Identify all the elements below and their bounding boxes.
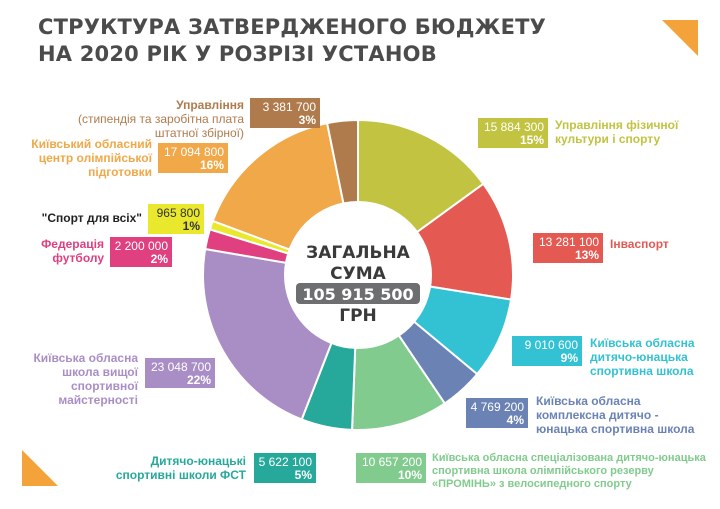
value-box xyxy=(466,398,528,428)
slice-value-label: 2 200 000 xyxy=(115,239,169,253)
slice-percent-label: 2% xyxy=(151,252,169,266)
title-line-1: СТРУКТУРА ЗАТВЕРДЖЕНОГО БЮДЖЕТУ xyxy=(38,15,547,39)
total-unit: ГРН xyxy=(339,306,377,326)
slice-caption: Київська обласна дитячо-юнацька спортивна … xyxy=(590,336,695,378)
slice-percent-label: 3% xyxy=(299,113,317,127)
slice-caption-line: Київська обласна спеціалізована дитячо-ю… xyxy=(432,452,706,464)
slice-caption-line: штатної збірної) xyxy=(154,126,244,140)
slice-caption-line: культури і спорту xyxy=(555,132,661,146)
slice-caption-line: Київський обласний xyxy=(31,137,152,151)
slice-caption-line: Федерація xyxy=(41,237,104,251)
slice-value-label: 5 622 100 xyxy=(259,455,313,469)
center-label: ЗАГАЛЬНА СУМА 105 915 500 ГРН xyxy=(284,201,432,349)
slice-caption-line: комплексна дитячо - xyxy=(536,408,659,422)
slice-percent-label: 1% xyxy=(183,219,201,233)
slice-caption: Київська обласна комплексна дитячо - юнаць… xyxy=(536,394,694,436)
slice-caption: Управління (стипендія та заробітна плата ш… xyxy=(24,98,244,140)
slice-caption: Київська обласна спеціалізована дитячо-ю… xyxy=(432,452,706,491)
value-box xyxy=(250,98,320,128)
slice-value-label: 13 281 100 xyxy=(539,235,599,249)
slice-caption-line: центр олімпійської xyxy=(38,151,152,165)
value-box xyxy=(533,233,603,263)
center-line-2: СУМА xyxy=(330,264,387,284)
slice-caption: Федерація футболу xyxy=(30,237,104,265)
value-box xyxy=(512,336,582,366)
slice-caption-line: Управління фізичної xyxy=(555,118,679,132)
slice-caption: Київський обласний центр олімпійської підг… xyxy=(12,137,152,179)
center-line-1: ЗАГАЛЬНА xyxy=(306,243,411,263)
center-hole xyxy=(284,201,432,349)
slice-value-label: 3 381 700 xyxy=(263,100,317,114)
corner-mark-bottom-left-icon xyxy=(22,450,58,486)
slice-percent-label: 5% xyxy=(295,468,313,482)
slice-caption-line: спортивна школа xyxy=(590,364,694,378)
slice-caption-line: Дитячо-юнацькі xyxy=(150,454,246,468)
value-box xyxy=(145,358,215,388)
slice-caption-line: Київська обласна xyxy=(33,351,138,365)
total-box xyxy=(296,283,420,304)
slice-value-label: 4 769 200 xyxy=(471,400,525,414)
slice-caption-line: спортивної xyxy=(70,379,138,393)
slice-value-label: 10 657 200 xyxy=(362,455,422,469)
value-box xyxy=(478,118,548,148)
slice-caption-line: спортивна школа олімпійського резерву xyxy=(432,465,654,477)
slice-caption-line: "Спорт для всіх" xyxy=(41,211,142,225)
slice-value-label: 15 884 300 xyxy=(484,120,544,134)
corner-mark-top-right-icon xyxy=(662,20,698,56)
slice-caption: "Спорт для всіх" xyxy=(18,211,142,225)
slice-caption-line: (стипендія та заробітна плата xyxy=(77,112,244,126)
slice-percent-label: 9% xyxy=(561,351,579,365)
page-title: СТРУКТУРА ЗАТВЕРДЖЕНОГО БЮДЖЕТУ НА 2020 … xyxy=(38,14,546,68)
value-box xyxy=(148,204,204,234)
slice-caption-line: Київська обласна xyxy=(590,336,695,350)
value-box xyxy=(110,237,172,267)
slice-percent-label: 10% xyxy=(398,468,422,482)
slice-caption-line: Київська обласна xyxy=(536,394,641,408)
value-box xyxy=(356,453,426,483)
slice-caption-line: футболу xyxy=(52,251,104,265)
slice-percent-label: 22% xyxy=(187,373,211,387)
slice-value-label: 17 094 800 xyxy=(164,145,224,159)
slice-caption-line: дитячо-юнацька xyxy=(590,350,688,364)
slice-value-label: 9 010 600 xyxy=(525,338,579,352)
title-line-2: НА 2020 РІК У РОЗРІЗІ УСТАНОВ xyxy=(38,42,437,66)
slice-value-label: 965 800 xyxy=(157,206,201,220)
total-amount: 105 915 500 xyxy=(302,285,413,304)
slice-caption: Київська обласна школа вищої спортивної май… xyxy=(30,351,138,407)
slice-caption: Управління фізичної культури і спорту xyxy=(555,118,678,146)
value-box xyxy=(254,453,316,483)
slice-caption-line: юнацька спортивна школа xyxy=(536,422,695,436)
slice-percent-label: 13% xyxy=(575,248,599,262)
slice-caption-line: підготовки xyxy=(88,165,152,179)
slice-caption-line: Управління xyxy=(176,98,244,112)
slice-percent-label: 4% xyxy=(507,413,525,427)
slice-caption-line: спортивні школи ФСТ xyxy=(115,468,246,482)
value-box xyxy=(158,143,228,173)
slice-caption: Дитячо-юнацькі спортивні школи ФСТ xyxy=(100,454,246,482)
slice-caption-line: майстерності xyxy=(58,393,138,407)
slice-caption-line: «ПРОМІНЬ» з велосипедного спорту xyxy=(432,478,632,490)
slice-percent-label: 15% xyxy=(520,133,544,147)
slice-value-label: 23 048 700 xyxy=(151,360,211,374)
slice-caption-line: Інваспорт xyxy=(610,237,669,251)
slice-percent-label: 16% xyxy=(200,158,224,172)
slice-caption: Інваспорт xyxy=(610,237,669,251)
slice-caption-line: школа вищої xyxy=(62,365,138,379)
